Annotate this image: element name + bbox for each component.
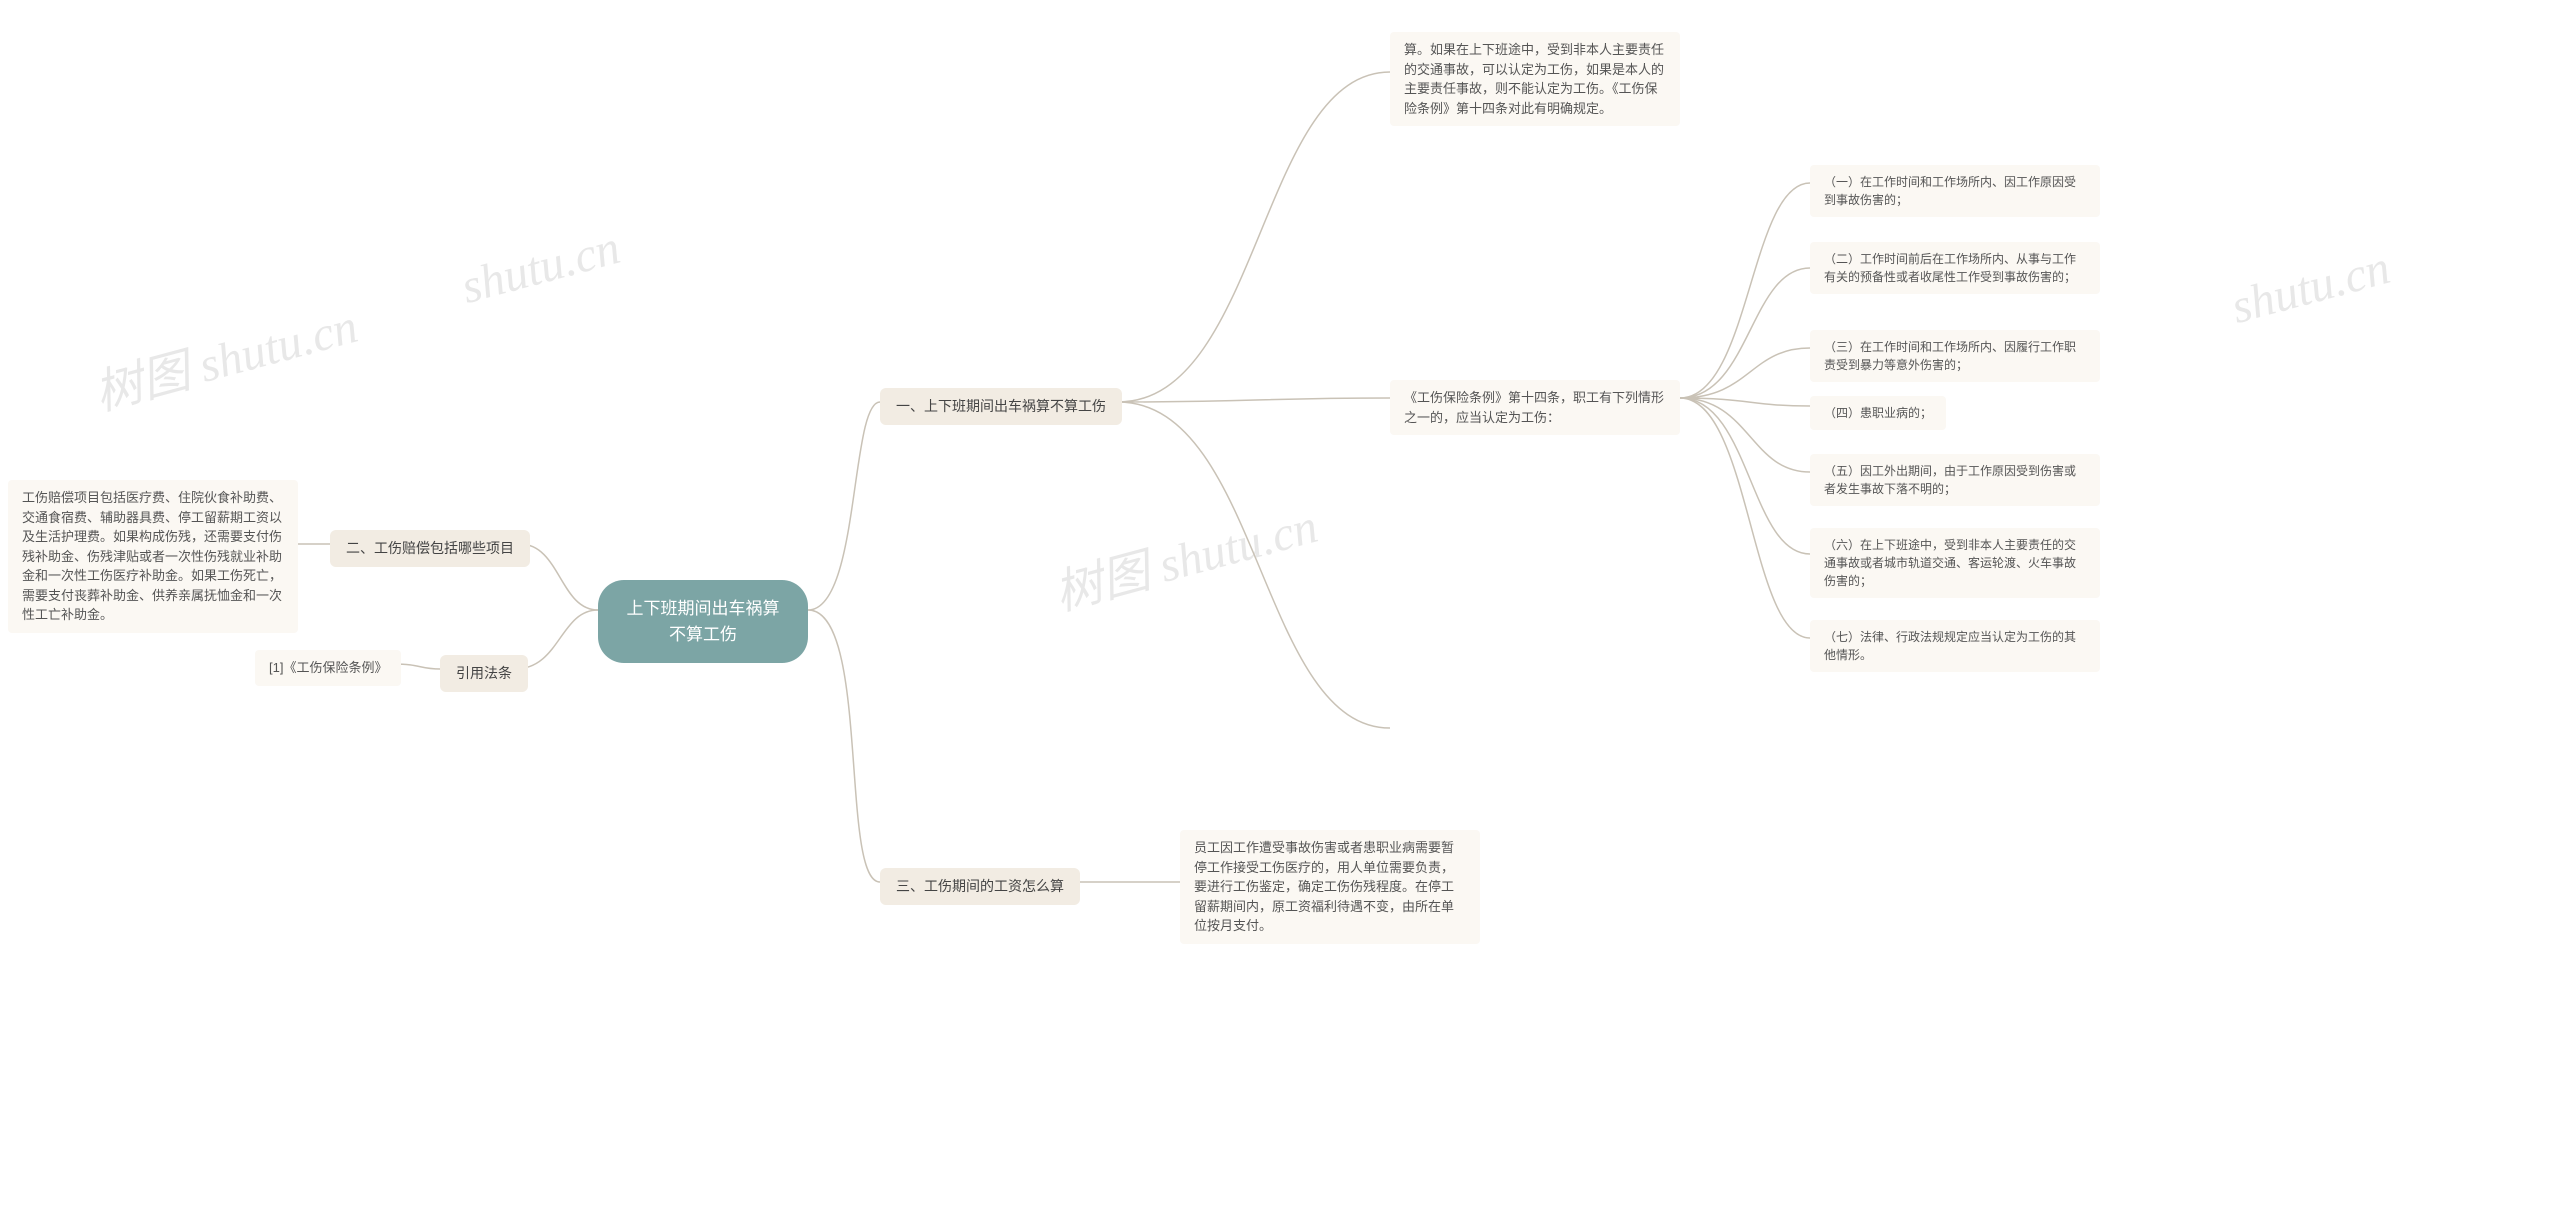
branch-4-child-1[interactable]: [1]《工伤保险条例》 xyxy=(255,650,401,686)
b1c2-item-2[interactable]: （二）工作时间前后在工作场所内、从事与工作有关的预备性或者收尾性工作受到事故伤害… xyxy=(1810,242,2100,294)
watermark: shutu.cn xyxy=(456,220,626,315)
b1c2-item-4[interactable]: （四）患职业病的； xyxy=(1810,396,1946,430)
watermark: 树图 shutu.cn xyxy=(1046,486,1324,623)
branch-2-child-1[interactable]: 工伤赔偿项目包括医疗费、住院伙食补助费、交通食宿费、辅助器具费、停工留薪期工资以… xyxy=(8,480,298,633)
root-node[interactable]: 上下班期间出车祸算不算工伤 xyxy=(598,580,808,663)
branch-3-child-1[interactable]: 员工因工作遭受事故伤害或者患职业病需要暂停工作接受工伤医疗的，用人单位需要负责，… xyxy=(1180,830,1480,944)
b1c2-item-5[interactable]: （五）因工外出期间，由于工作原因受到伤害或者发生事故下落不明的； xyxy=(1810,454,2100,506)
b1c2-item-1[interactable]: （一）在工作时间和工作场所内、因工作原因受到事故伤害的； xyxy=(1810,165,2100,217)
branch-2[interactable]: 二、工伤赔偿包括哪些项目 xyxy=(330,530,530,567)
b1c2-item-6[interactable]: （六）在上下班途中，受到非本人主要责任的交通事故或者城市轨道交通、客运轮渡、火车… xyxy=(1810,528,2100,598)
branch-1[interactable]: 一、上下班期间出车祸算不算工伤 xyxy=(880,388,1122,425)
watermark: shutu.cn xyxy=(2226,240,2396,335)
b1c2-item-7[interactable]: （七）法律、行政法规规定应当认定为工伤的其他情形。 xyxy=(1810,620,2100,672)
branch-1-child-2[interactable]: 《工伤保险条例》第十四条，职工有下列情形之一的，应当认定为工伤： xyxy=(1390,380,1680,435)
watermark: 树图 shutu.cn xyxy=(86,286,364,423)
branch-3[interactable]: 三、工伤期间的工资怎么算 xyxy=(880,868,1080,905)
branch-4[interactable]: 引用法条 xyxy=(440,655,528,692)
b1c2-item-3[interactable]: （三）在工作时间和工作场所内、因履行工作职责受到暴力等意外伤害的； xyxy=(1810,330,2100,382)
branch-1-child-1[interactable]: 算。如果在上下班途中，受到非本人主要责任的交通事故，可以认定为工伤，如果是本人的… xyxy=(1390,32,1680,126)
connectors xyxy=(0,0,2560,1212)
